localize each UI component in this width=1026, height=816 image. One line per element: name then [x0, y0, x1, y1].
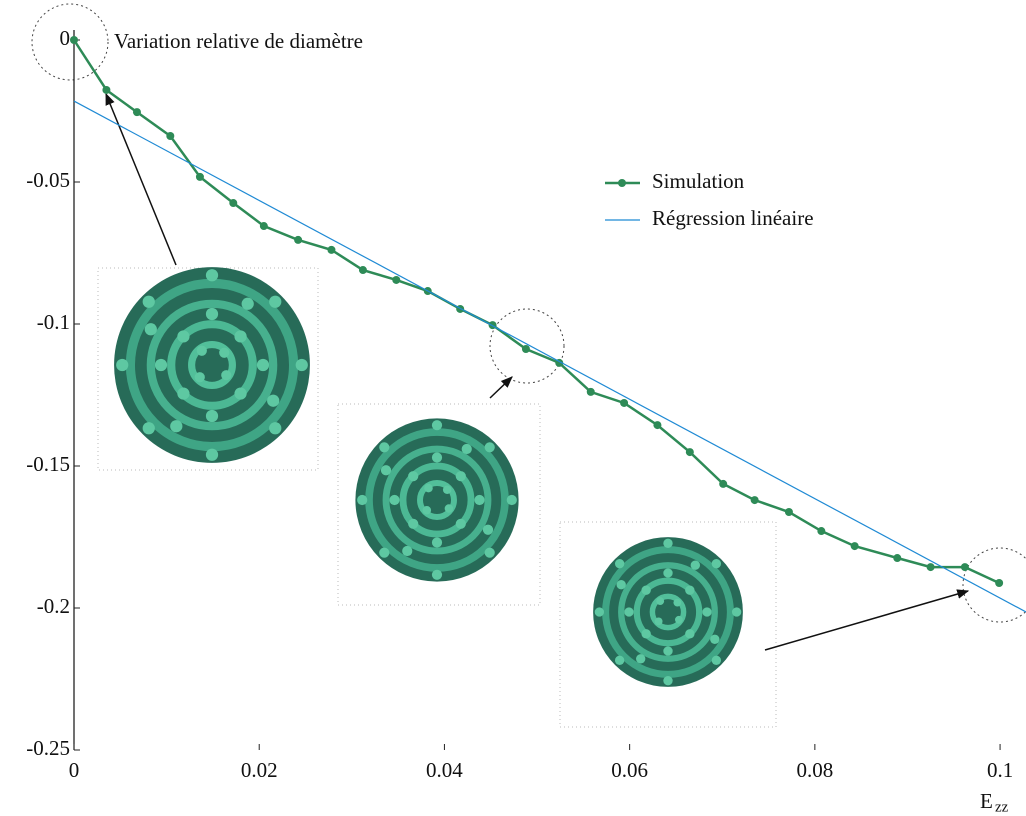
x-tick-label: 0.08	[796, 758, 833, 782]
highlight-circles	[31, 3, 1026, 623]
x-tick-label: 0.04	[426, 758, 463, 782]
arrows	[105, 92, 970, 651]
inset-image	[593, 537, 743, 687]
point	[995, 579, 1004, 588]
arrow	[489, 376, 513, 399]
point	[132, 108, 141, 117]
point	[893, 554, 902, 563]
point	[653, 421, 662, 430]
point	[259, 222, 268, 231]
point	[358, 266, 367, 275]
arrow	[105, 92, 177, 266]
highlight-circle	[31, 3, 109, 81]
inset-image	[114, 267, 310, 463]
y-tick-label: -0.05	[26, 168, 70, 192]
y-tick-label: -0.25	[26, 736, 70, 760]
x-tick-label: 0.06	[611, 758, 648, 782]
x-tick-label: 0.02	[241, 758, 278, 782]
y-tick-label: -0.1	[37, 310, 70, 334]
x-tick-label: 0	[69, 758, 80, 782]
point	[586, 387, 595, 396]
y-tick-label: -0.2	[37, 594, 70, 618]
arrow	[764, 589, 970, 651]
point	[784, 508, 793, 517]
point	[294, 235, 303, 244]
inset-image	[355, 418, 518, 581]
point	[850, 542, 859, 551]
x-axis-label-sub: zz	[995, 799, 1009, 815]
inset-panels	[97, 267, 777, 728]
point	[926, 563, 935, 572]
point	[817, 527, 826, 536]
point	[229, 199, 238, 208]
point	[620, 398, 629, 407]
point	[195, 172, 204, 181]
y-tick-label: -0.15	[26, 452, 70, 476]
legend-label: Régression linéaire	[652, 206, 814, 230]
point	[327, 245, 336, 254]
point	[750, 496, 759, 505]
point	[70, 36, 78, 44]
point	[392, 275, 401, 284]
point	[960, 563, 969, 572]
point	[166, 131, 175, 140]
highlight-circle	[489, 308, 565, 384]
series-line	[73, 100, 1026, 613]
x-tick-label: 0.1	[987, 758, 1013, 782]
point	[719, 479, 728, 488]
x-axis-label: E	[980, 789, 993, 813]
legend-marker	[618, 179, 626, 187]
legend-label: Simulation	[652, 169, 745, 193]
highlight-circle	[962, 547, 1026, 623]
series	[70, 36, 1004, 588]
point	[685, 448, 694, 457]
point	[102, 85, 111, 94]
y-tick-label: 0	[60, 26, 71, 50]
y-axis-label: Variation relative de diamètre	[114, 29, 363, 53]
point	[521, 344, 530, 353]
series	[73, 100, 1026, 613]
